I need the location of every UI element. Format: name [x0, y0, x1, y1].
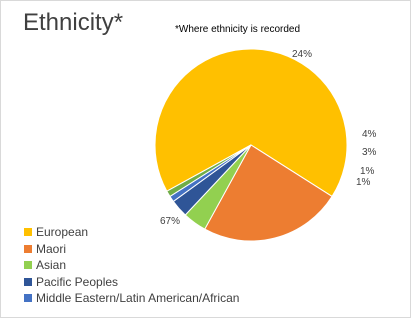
legend-label: Asian [36, 258, 67, 273]
legend-label: Maori [36, 241, 67, 256]
legend-item: Maori [24, 241, 239, 258]
chart-title: Ethnicity* [23, 9, 124, 36]
legend-item: Pacific Peoples [24, 274, 239, 291]
data-label: 4% [362, 129, 377, 140]
legend-label: Middle Eastern/Latin American/African [36, 291, 240, 306]
data-label: 1% [356, 177, 371, 188]
legend-swatch [24, 228, 32, 237]
pie-slice-other [166, 144, 252, 198]
pie-slices [154, 48, 348, 242]
legend-item: Asian [24, 257, 239, 274]
legend-item: European [24, 224, 239, 241]
legend-swatch [24, 261, 32, 270]
chart-legend: European Maori Asian Pacific Peoples Middle … [24, 224, 239, 307]
legend-label: Pacific Peoples [36, 274, 119, 289]
legend-swatch [24, 244, 32, 253]
legend-swatch [24, 277, 32, 286]
data-label: 24% [292, 49, 312, 60]
data-label: 1% [360, 166, 375, 177]
pie-labels: 67% 24% 4% 3% 1%1% [160, 49, 377, 227]
data-label: 3% [362, 147, 377, 158]
legend-label: European [36, 225, 89, 240]
chart-subtitle: *Where ethnicity is recorded [175, 24, 301, 35]
pie-slice-european [154, 48, 348, 198]
pie-slice-maori [204, 144, 333, 242]
legend-swatch [24, 294, 32, 303]
legend-item: Middle Eastern/Latin American/African [24, 290, 239, 307]
data-label: 67% [160, 216, 180, 227]
